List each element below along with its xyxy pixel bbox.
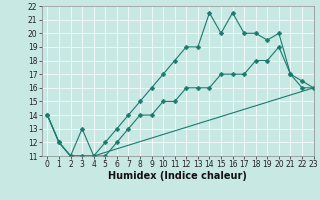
X-axis label: Humidex (Indice chaleur): Humidex (Indice chaleur) <box>108 171 247 181</box>
